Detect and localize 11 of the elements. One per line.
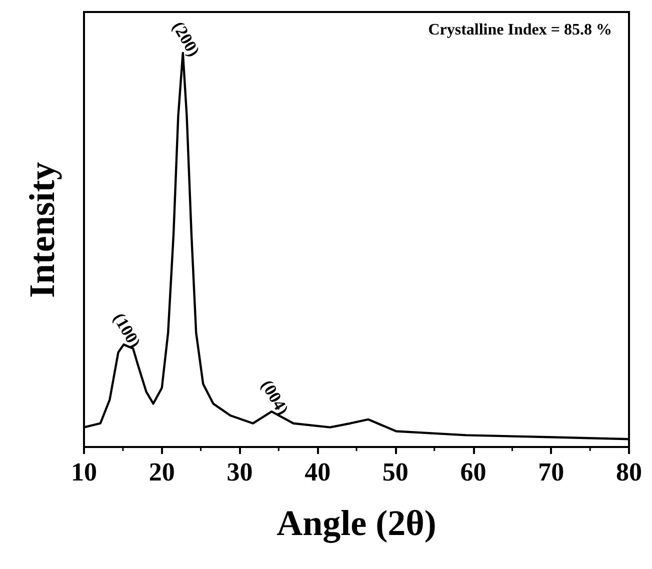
y-axis-title: Intensity — [22, 162, 62, 298]
x-tick-label: 40 — [304, 458, 331, 486]
x-tick-label: 60 — [460, 458, 486, 486]
x-tick-label: 10 — [71, 458, 97, 486]
x-tick-label: 30 — [226, 458, 253, 486]
x-tick-label: 50 — [382, 458, 408, 486]
text: Crystalline Index = 85.8 % — [428, 22, 612, 38]
x-axis-title: Angle (2θ) — [276, 503, 436, 543]
x-tick-label: 70 — [538, 458, 564, 486]
x-tick-label: 20 — [148, 458, 175, 486]
x-tick-label: 80 — [616, 458, 642, 486]
